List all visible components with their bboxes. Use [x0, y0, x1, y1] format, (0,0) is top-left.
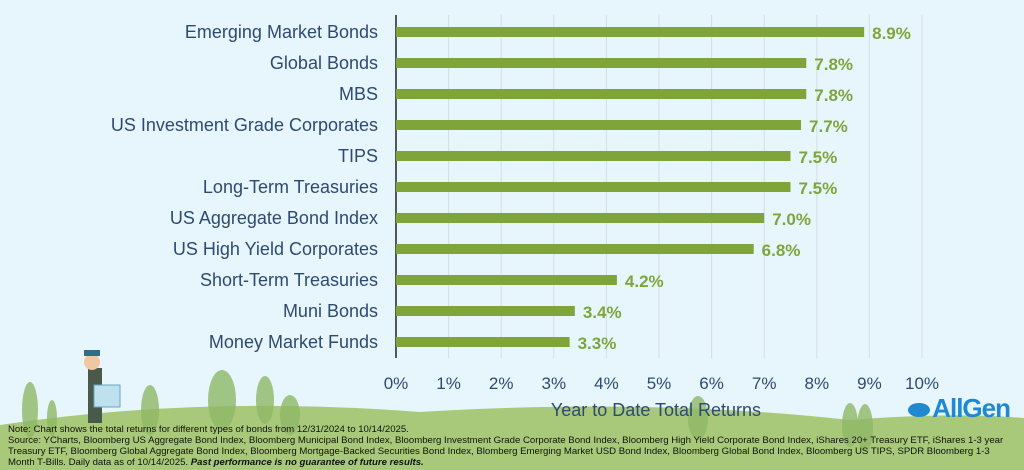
category-label: Muni Bonds — [283, 301, 378, 321]
footnotes: Note: Chart shows the total returns for … — [8, 424, 1016, 468]
x-tick-label: 0% — [384, 374, 409, 393]
category-label: Long-Term Treasuries — [203, 177, 378, 197]
category-label: US High Yield Corporates — [173, 239, 378, 259]
category-label: Emerging Market Bonds — [185, 22, 378, 42]
value-label: 7.8% — [814, 86, 853, 105]
bar — [396, 27, 865, 37]
x-tick-label: 4% — [594, 374, 619, 393]
bar — [396, 275, 617, 285]
value-label: 7.8% — [814, 55, 853, 74]
category-label: US Aggregate Bond Index — [170, 208, 378, 228]
allgen-logo: AllGen — [908, 393, 1011, 423]
category-label: TIPS — [338, 146, 378, 166]
value-label: 4.2% — [625, 272, 664, 291]
value-label: 7.7% — [809, 117, 848, 136]
bar — [396, 120, 802, 130]
hiker-figure — [84, 350, 121, 423]
bar — [396, 306, 575, 316]
x-tick-label: 1% — [436, 374, 461, 393]
background-scenery — [0, 350, 1024, 470]
value-label: 8.9% — [872, 24, 911, 43]
x-tick-label: 6% — [699, 374, 724, 393]
disclaimer-text: Past performance is no guarantee of futu… — [190, 457, 424, 468]
source-text: Source: YCharts, Bloomberg US Aggregate … — [8, 435, 1004, 468]
value-label: 6.8% — [762, 241, 801, 260]
value-label: 3.4% — [583, 303, 622, 322]
category-label: MBS — [339, 84, 378, 104]
value-label: 7.5% — [799, 148, 838, 167]
logo-text: AllGen — [932, 393, 1011, 423]
x-tick-label: 8% — [805, 374, 830, 393]
category-label: Short-Term Treasuries — [200, 270, 378, 290]
bar — [396, 58, 807, 68]
x-tick-label: 7% — [752, 374, 777, 393]
value-label: 7.5% — [799, 179, 838, 198]
x-tick-label: 5% — [647, 374, 672, 393]
bar — [396, 182, 791, 192]
bar — [396, 213, 765, 223]
bar — [396, 337, 570, 347]
category-label: US Investment Grade Corporates — [111, 115, 378, 135]
value-label: 3.3% — [578, 334, 617, 353]
bar — [396, 151, 791, 161]
x-tick-label: 2% — [489, 374, 514, 393]
x-tick-label: 9% — [857, 374, 882, 393]
category-label: Global Bonds — [270, 53, 378, 73]
bar — [396, 89, 807, 99]
x-tick-label: 3% — [542, 374, 567, 393]
bar — [396, 244, 754, 254]
x-axis-label: Year to Date Total Returns — [551, 400, 761, 420]
note-text: Note: Chart shows the total returns for … — [8, 424, 409, 435]
category-label: Money Market Funds — [209, 332, 378, 352]
value-label: 7.0% — [772, 210, 811, 229]
x-tick-label: 10% — [905, 374, 939, 393]
logo-mark-icon — [908, 403, 931, 418]
